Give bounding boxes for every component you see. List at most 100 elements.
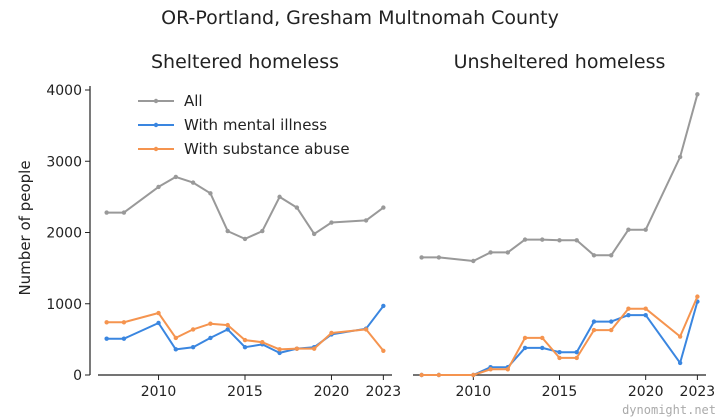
legend-label: With substance abuse <box>184 140 350 158</box>
data-point <box>557 350 562 355</box>
y-axis-label: Number of people <box>16 160 34 295</box>
data-point <box>626 306 631 311</box>
data-point <box>436 372 442 378</box>
x-tick-label: 2010 <box>141 384 177 400</box>
data-point <box>329 220 334 225</box>
data-point <box>505 250 510 255</box>
series-all <box>104 174 386 242</box>
data-point <box>505 367 510 372</box>
series-with-mental-illness <box>104 303 386 356</box>
y-tick-label: 1000 <box>46 297 82 313</box>
data-point <box>277 350 282 356</box>
data-point <box>643 227 648 232</box>
data-point <box>190 180 196 185</box>
legend-marker <box>153 98 159 104</box>
data-point <box>574 238 579 243</box>
data-point <box>557 355 562 361</box>
legend-label: All <box>184 92 203 110</box>
data-point <box>208 321 213 326</box>
panel-2: Unsheltered homeless 2010 2015 2020 2023 <box>413 51 715 400</box>
legend-item: With mental illness <box>138 116 327 134</box>
data-point <box>471 372 476 378</box>
data-point <box>311 231 317 237</box>
y-tick-label: 4000 <box>46 83 82 99</box>
x-tick-label: 2023 <box>680 384 716 400</box>
legend-marker <box>153 122 159 128</box>
data-point <box>419 372 424 378</box>
data-point <box>591 327 597 333</box>
data-point <box>591 253 597 258</box>
data-point <box>190 327 196 332</box>
data-point <box>540 345 545 351</box>
data-point <box>329 330 334 336</box>
data-point <box>104 336 109 341</box>
x-tick-label: 2020 <box>628 384 664 400</box>
data-point <box>471 258 476 264</box>
data-point <box>156 310 161 316</box>
data-point <box>173 347 179 352</box>
data-point <box>260 228 265 234</box>
data-point <box>190 345 196 350</box>
data-point <box>381 205 386 210</box>
data-point <box>104 320 109 325</box>
panel-title: Sheltered homeless <box>151 51 339 73</box>
data-point <box>574 355 579 361</box>
data-point <box>522 335 528 341</box>
series-line <box>106 175 384 240</box>
data-point <box>242 337 248 343</box>
legend-label: With mental illness <box>184 116 327 134</box>
data-point <box>121 320 127 325</box>
data-point <box>419 255 424 260</box>
data-point <box>173 335 179 341</box>
panel-1: Sheltered homeless 2010 2015 2020 2023 0 1000 2… <box>46 51 401 400</box>
data-point <box>156 320 161 326</box>
data-point <box>121 336 127 341</box>
legend-item: With substance abuse <box>138 140 350 158</box>
watermark: dynomight.net <box>622 403 716 417</box>
data-point <box>488 250 493 255</box>
series-line <box>421 301 699 376</box>
x-tick-label: 2020 <box>314 384 350 400</box>
data-point <box>522 345 528 351</box>
data-point <box>311 346 317 351</box>
data-point <box>540 237 545 242</box>
series-with-substance-abuse <box>419 294 700 378</box>
data-point <box>242 345 248 350</box>
y-tick-label: 0 <box>73 368 82 384</box>
data-point <box>677 154 683 160</box>
legend-marker <box>153 146 159 152</box>
data-point <box>643 312 648 318</box>
data-point <box>643 306 648 311</box>
x-tick-label: 2010 <box>456 384 492 400</box>
y-tick-label: 2000 <box>46 226 82 242</box>
chart-title: OR-Portland, Gresham Multnomah County <box>161 7 559 29</box>
data-point <box>173 174 179 180</box>
y-tick-label: 3000 <box>46 154 82 170</box>
x-tick-label: 2015 <box>542 384 578 400</box>
data-point <box>381 303 386 309</box>
series-line <box>421 94 699 262</box>
data-point <box>574 350 579 355</box>
data-point <box>557 238 562 243</box>
data-point <box>695 294 700 299</box>
panels-group: Sheltered homeless 2010 2015 2020 2023 0 1000 2… <box>46 51 715 400</box>
x-tick-label: 2023 <box>366 384 402 400</box>
series-all <box>419 92 700 264</box>
legend: All With mental illness With substance abu… <box>138 92 350 158</box>
data-point <box>208 191 213 196</box>
data-point <box>626 312 631 318</box>
series-with-mental-illness <box>419 299 700 378</box>
data-point <box>156 184 161 190</box>
data-point <box>488 367 493 372</box>
x-tick-label: 2015 <box>227 384 263 400</box>
data-point <box>277 347 282 352</box>
data-point <box>225 327 230 332</box>
data-point <box>363 327 369 332</box>
data-point <box>277 194 282 200</box>
data-point <box>381 348 386 353</box>
data-point <box>294 205 300 210</box>
data-point <box>363 218 369 223</box>
data-point <box>591 319 597 324</box>
